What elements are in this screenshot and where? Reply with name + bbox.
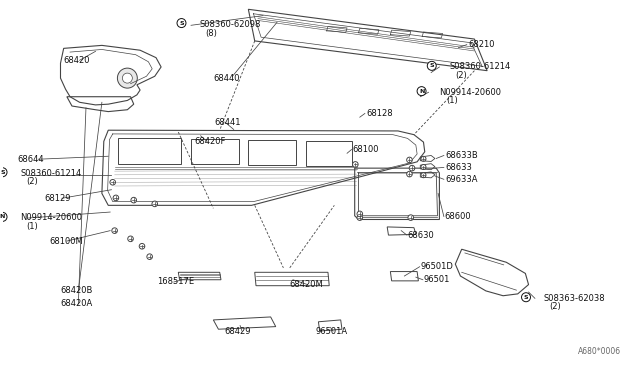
Text: N09914-20600: N09914-20600 [439,88,501,97]
Circle shape [0,212,7,221]
Text: 68420A: 68420A [61,299,93,308]
Circle shape [177,19,186,28]
Text: (2): (2) [550,302,561,311]
Circle shape [428,61,436,70]
Circle shape [406,157,412,163]
Text: 96501: 96501 [424,275,450,284]
Circle shape [128,236,133,242]
Circle shape [131,197,136,203]
Text: N: N [419,89,424,94]
Text: 68630: 68630 [408,231,435,240]
Text: (8): (8) [205,29,217,38]
Circle shape [122,73,132,83]
Circle shape [113,195,118,201]
Text: 68633B: 68633B [446,151,479,160]
Circle shape [140,243,145,249]
Text: 68128: 68128 [366,109,393,118]
Circle shape [110,179,115,185]
Circle shape [522,293,531,302]
Circle shape [353,161,358,167]
Circle shape [421,173,426,178]
Text: 68633: 68633 [446,163,473,172]
Text: S: S [524,295,529,300]
Circle shape [112,228,117,234]
Circle shape [409,165,415,171]
Text: S08360-61214: S08360-61214 [20,169,81,178]
Circle shape [421,164,426,170]
Text: (2): (2) [455,71,467,80]
Text: 96501D: 96501D [420,262,453,271]
Text: (1): (1) [446,96,458,105]
Text: S: S [179,20,184,26]
Circle shape [357,215,363,221]
Circle shape [117,68,138,88]
Text: N09914-20600: N09914-20600 [20,214,82,222]
Circle shape [152,201,157,207]
Text: 68210: 68210 [468,40,495,49]
Text: 68420: 68420 [64,56,90,65]
Text: 68420M: 68420M [290,280,323,289]
Text: 68441: 68441 [214,118,241,126]
Text: S08363-62038: S08363-62038 [543,294,605,303]
Text: 96501A: 96501A [316,327,348,336]
Text: 68129: 68129 [45,194,71,203]
Text: 68429: 68429 [225,327,252,336]
Text: 68100M: 68100M [49,237,83,246]
Circle shape [421,156,426,161]
Text: 69633A: 69633A [446,175,478,184]
Text: 68440: 68440 [213,74,240,83]
Text: 168517E: 168517E [157,278,195,286]
Text: 68644: 68644 [17,155,44,164]
Text: S08360-62098: S08360-62098 [199,20,260,29]
Text: S: S [429,63,434,68]
Text: S08360-61214: S08360-61214 [449,62,511,71]
Text: A680*0006: A680*0006 [578,347,621,356]
Text: (1): (1) [26,222,38,231]
Text: S: S [0,170,5,175]
Circle shape [0,168,7,177]
Text: 68100: 68100 [352,145,379,154]
Text: 68420F: 68420F [194,137,226,146]
Circle shape [147,254,152,260]
Text: (2): (2) [26,177,38,186]
Text: N: N [0,214,5,219]
Text: 68420B: 68420B [61,286,93,295]
Circle shape [417,87,426,96]
Text: 68600: 68600 [445,212,471,221]
Circle shape [406,171,412,177]
Circle shape [357,211,363,217]
Circle shape [408,215,413,221]
